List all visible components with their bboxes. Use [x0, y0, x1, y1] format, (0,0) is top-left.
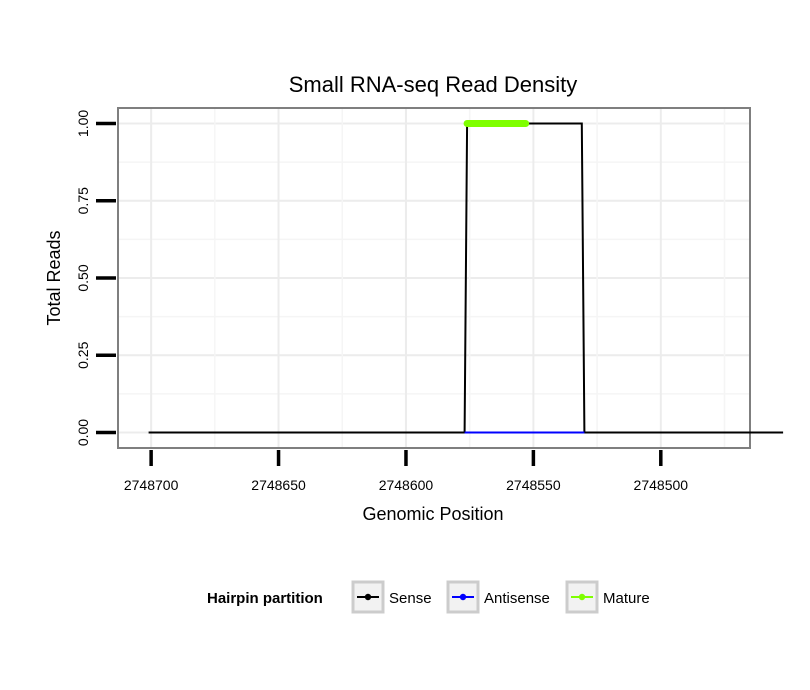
legend-key-point: [364, 593, 372, 601]
axes: 0.00 0.25 0.50 0.75 1.00 2748700 2748650 274860…: [75, 110, 688, 493]
y-tick-label: 0.25: [75, 341, 91, 368]
y-axis-title: Total Reads: [44, 230, 64, 325]
legend-key-point: [578, 593, 586, 601]
legend-item-sense: Sense: [351, 580, 432, 614]
chart-title: Small RNA-seq Read Density: [289, 72, 578, 97]
legend-key-point: [459, 593, 467, 601]
y-tick-label: 0.75: [75, 187, 91, 214]
legend-label: Antisense: [484, 590, 550, 607]
x-tick-label: 2748500: [634, 477, 689, 493]
legend: Hairpin partition Sense Antisense Mature: [207, 580, 650, 614]
y-tick-label: 0.50: [75, 264, 91, 291]
legend-label: Sense: [389, 590, 432, 607]
x-tick-label: 2748700: [124, 477, 179, 493]
series-layer: [148, 120, 784, 434]
y-tick-label: 1.00: [75, 110, 91, 137]
grid: [118, 108, 750, 448]
plot-panel: [117, 107, 751, 449]
legend-entries: Sense Antisense Mature: [351, 580, 650, 614]
legend-item-mature: Mature: [565, 580, 650, 614]
legend-label: Mature: [603, 590, 650, 607]
x-tick-label: 2748600: [379, 477, 434, 493]
x-axis-title: Genomic Position: [362, 504, 503, 524]
x-tick-label: 2748550: [506, 477, 561, 493]
x-tick-label: 2748650: [251, 477, 306, 493]
y-tick-label: 0.00: [75, 419, 91, 446]
legend-item-antisense: Antisense: [446, 580, 550, 614]
legend-title: Hairpin partition: [207, 590, 323, 607]
